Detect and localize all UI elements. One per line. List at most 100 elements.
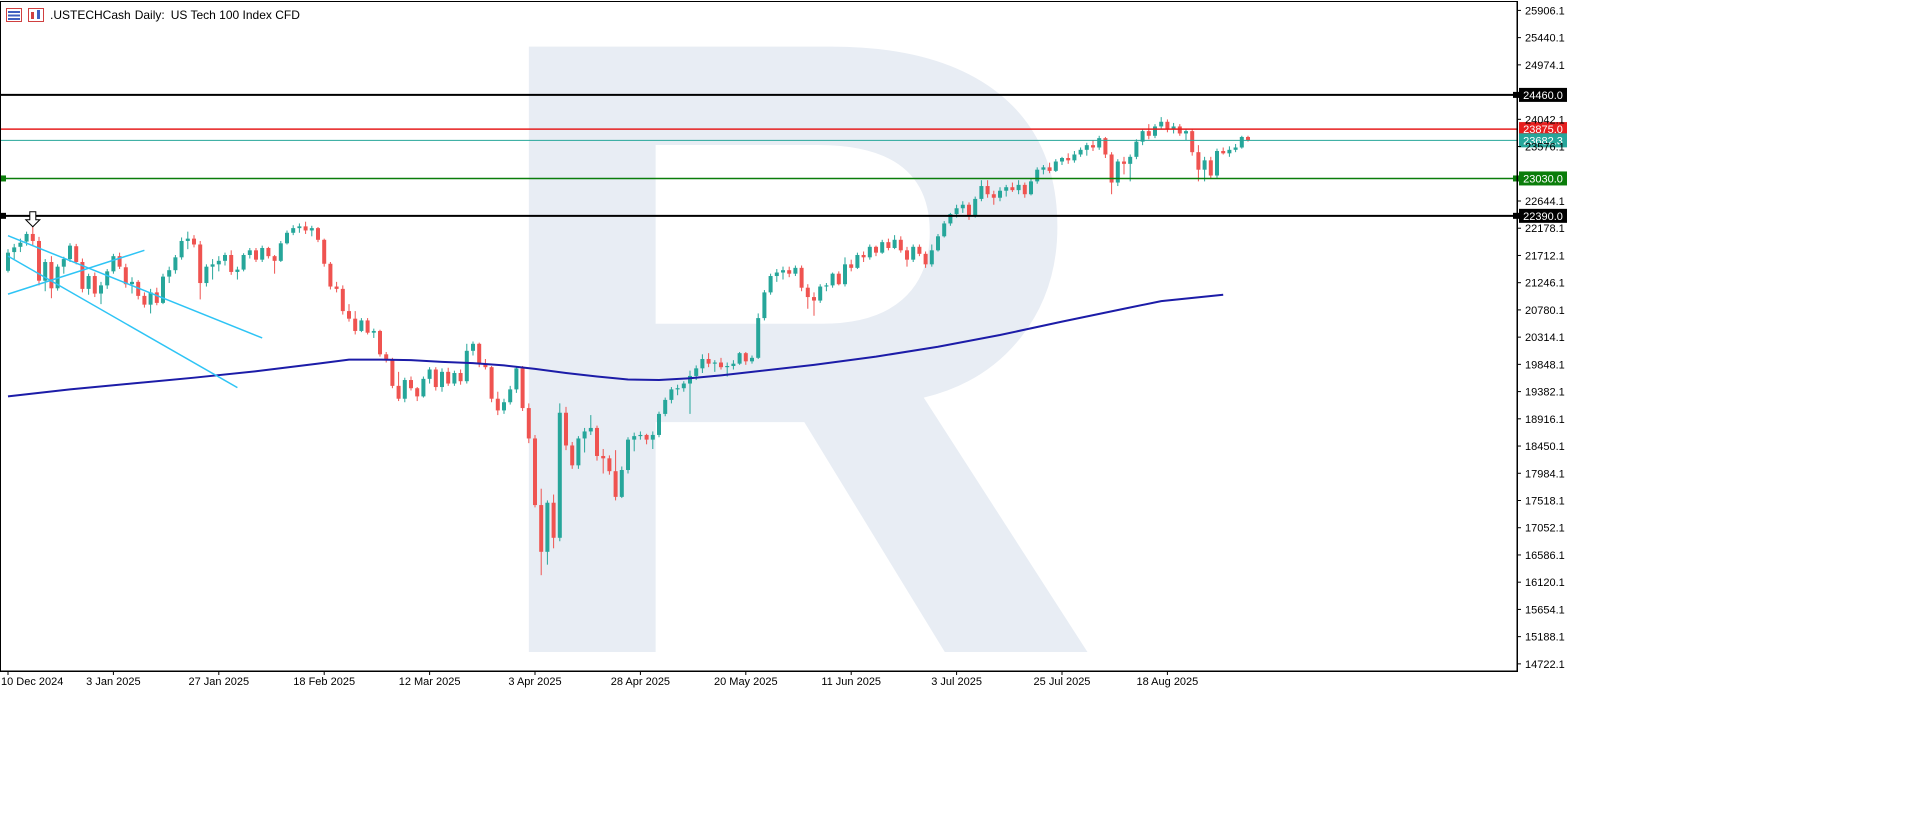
candle-body bbox=[185, 238, 190, 241]
price-label-bg bbox=[1519, 208, 1567, 223]
chart-window-icon[interactable] bbox=[28, 8, 44, 22]
candle bbox=[1233, 143, 1238, 153]
candle bbox=[489, 366, 494, 403]
level-anchor[interactable] bbox=[0, 175, 6, 182]
candles-layer bbox=[6, 117, 1250, 576]
candle bbox=[756, 313, 761, 359]
candle-body bbox=[285, 232, 289, 244]
channel-line[interactable] bbox=[7, 235, 263, 339]
candle-body bbox=[768, 276, 773, 293]
candle-body bbox=[849, 264, 854, 268]
candle-body bbox=[1246, 136, 1250, 141]
candle bbox=[340, 285, 345, 315]
candle bbox=[1053, 159, 1058, 173]
candle-body bbox=[1084, 145, 1089, 150]
candle bbox=[192, 235, 196, 248]
candle-body bbox=[675, 388, 680, 390]
candle-body bbox=[663, 399, 668, 414]
candle-body bbox=[464, 350, 469, 382]
level-anchor[interactable] bbox=[1513, 175, 1519, 182]
candle bbox=[285, 230, 289, 245]
candle-body bbox=[223, 254, 227, 261]
channel-layer[interactable] bbox=[7, 235, 263, 389]
candle bbox=[1153, 124, 1157, 139]
candle bbox=[1146, 124, 1151, 140]
price-axis[interactable]: 25906.1 25440.1 24974.1 24042.1 23576.1 22644… bbox=[1516, 2, 1565, 671]
candle-body bbox=[254, 250, 258, 260]
candle bbox=[886, 238, 891, 251]
candle bbox=[322, 238, 327, 267]
candle-body bbox=[1010, 187, 1015, 191]
time-tick-label: 3 Apr 2025 bbox=[508, 676, 561, 688]
candle bbox=[241, 253, 246, 272]
candle-body bbox=[619, 470, 624, 497]
candle bbox=[1196, 145, 1201, 182]
candle-body bbox=[781, 270, 785, 273]
level-anchor[interactable] bbox=[0, 212, 6, 219]
candle bbox=[991, 190, 996, 205]
candle-body bbox=[607, 458, 612, 472]
price-tick-label: 16120.1 bbox=[1525, 577, 1565, 589]
candle-body bbox=[309, 228, 314, 231]
candle-body bbox=[1177, 126, 1182, 134]
list-icon[interactable] bbox=[6, 8, 22, 22]
level-anchor[interactable] bbox=[1513, 91, 1519, 98]
candle-body bbox=[247, 250, 252, 255]
candle bbox=[30, 226, 35, 246]
candle bbox=[539, 488, 544, 576]
candle-body bbox=[1072, 154, 1077, 161]
price-label: 23682.3 bbox=[1523, 135, 1563, 147]
candle bbox=[185, 231, 190, 250]
price-tick-label: 22644.1 bbox=[1525, 196, 1565, 208]
candle bbox=[37, 236, 41, 286]
candle-body bbox=[917, 246, 922, 254]
candle-body bbox=[911, 246, 916, 260]
candle-body bbox=[1029, 181, 1033, 195]
candle bbox=[1066, 153, 1071, 164]
candle bbox=[533, 434, 537, 508]
candle bbox=[297, 223, 302, 233]
price-tick-label: 20314.1 bbox=[1525, 332, 1565, 344]
candle-body bbox=[1159, 121, 1164, 127]
channel-line[interactable] bbox=[7, 249, 145, 295]
candle bbox=[818, 284, 823, 303]
candle bbox=[967, 202, 971, 220]
candle bbox=[458, 369, 463, 385]
price-tick-label: 15188.1 bbox=[1525, 632, 1565, 644]
level-anchor[interactable] bbox=[1513, 212, 1519, 219]
candle bbox=[1165, 119, 1170, 133]
price-label: 23875.0 bbox=[1523, 124, 1563, 136]
candle bbox=[731, 360, 736, 370]
candle-body bbox=[688, 375, 692, 384]
candle bbox=[254, 247, 258, 263]
watermark-letter: R bbox=[470, 0, 1106, 839]
plot-border bbox=[0, 1, 1518, 672]
price-label-bg bbox=[1519, 87, 1567, 102]
candle bbox=[111, 253, 116, 274]
candle-body bbox=[787, 270, 792, 274]
candle bbox=[867, 244, 872, 260]
candle-body bbox=[539, 505, 544, 552]
candle-body bbox=[570, 445, 575, 466]
candle bbox=[545, 500, 550, 565]
channel-line[interactable] bbox=[7, 255, 238, 389]
candle-body bbox=[43, 262, 48, 281]
candle bbox=[278, 240, 283, 263]
candle bbox=[582, 427, 587, 453]
candle-body bbox=[489, 367, 494, 399]
candle bbox=[1208, 156, 1213, 180]
candle bbox=[1159, 117, 1164, 129]
candle bbox=[440, 368, 444, 392]
candle bbox=[1004, 184, 1009, 197]
candle-body bbox=[483, 363, 488, 368]
candle bbox=[1140, 128, 1145, 146]
candle-body bbox=[737, 353, 742, 364]
candle-body bbox=[421, 378, 426, 397]
time-tick-label: 18 Feb 2025 bbox=[293, 676, 355, 688]
candle-body bbox=[347, 311, 351, 319]
candle bbox=[415, 387, 420, 402]
candle bbox=[1122, 156, 1126, 175]
